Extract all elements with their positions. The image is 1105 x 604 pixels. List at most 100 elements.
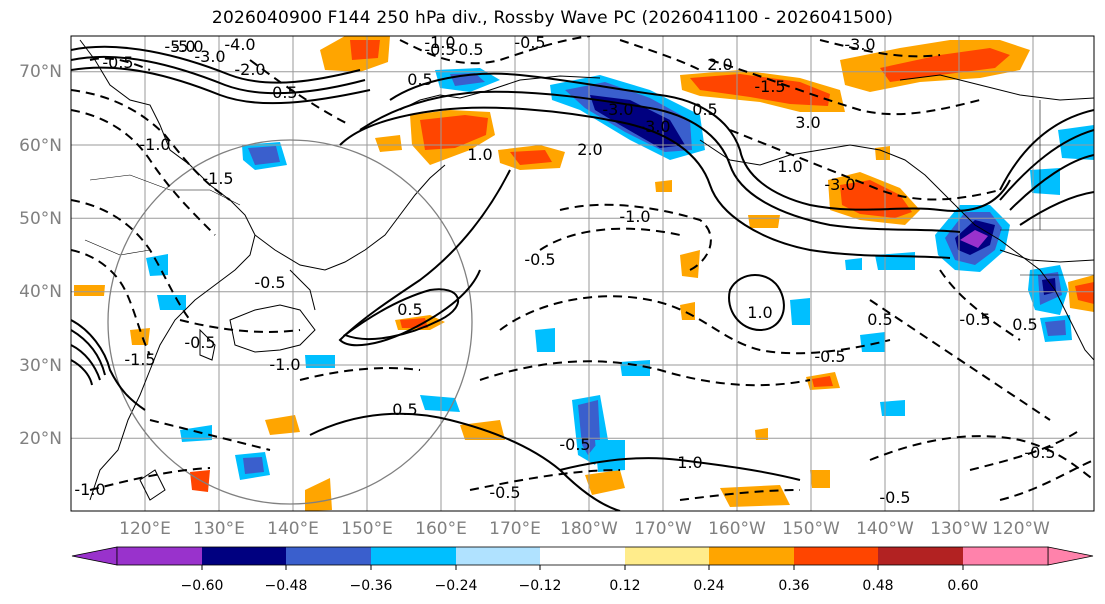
country-borders: [84, 100, 1094, 276]
contour-label: -1.5: [754, 77, 785, 96]
contour-label: -1.0: [269, 355, 300, 374]
colorbar-swatch: [540, 547, 625, 565]
colorbar-tick-label: −0.48: [265, 578, 308, 594]
colorbar-swatch: [117, 547, 202, 565]
colorbar-swatch: [371, 547, 456, 565]
contour-label: -0.5: [514, 33, 545, 52]
map-title: 2026040900 F144 250 hPa div., Rossby Wav…: [211, 8, 894, 28]
contour-label: -0.5: [266, 83, 297, 102]
contour-label: -0.5: [524, 250, 555, 269]
lon-label-120e: 120°E: [119, 519, 171, 539]
contour-label: -1.0: [619, 207, 650, 226]
lon-label-170w: 170°W: [634, 519, 692, 539]
contour-label: -0.5: [1024, 443, 1055, 462]
colorbar-tick-label: −0.60: [181, 578, 224, 594]
contour-label: -0.5: [814, 347, 845, 366]
lon-label-130w: 130°W: [930, 519, 988, 539]
colorbar-swatch: [963, 547, 1048, 565]
longitude-axis: 120°E 130°E 140°E 150°E 160°E 170°E 180°…: [119, 519, 1050, 539]
latitude-axis: 70°N 60°N 50°N 40°N 30°N 20°N: [19, 62, 62, 449]
contour-label: -3.0: [194, 47, 225, 66]
colorbar-swatch: [878, 547, 963, 565]
contour-label: -0.5: [254, 273, 285, 292]
colorbar-swatch: [202, 547, 286, 565]
contour-label: -1.5: [124, 350, 155, 369]
contour-label: -3.0: [602, 100, 633, 119]
lat-label-40: 40°N: [19, 282, 62, 302]
colorbar-swatch: [286, 547, 371, 565]
contour-label: 0.5: [1012, 315, 1037, 334]
contour-label: -0.5: [879, 488, 910, 507]
contour-label: -1.0: [424, 33, 455, 52]
contour-label: 2.0: [707, 55, 732, 74]
lon-label-140w: 140°W: [856, 519, 914, 539]
contour-label: 1.0: [777, 157, 802, 176]
contour-label: -0.5: [489, 483, 520, 502]
negative-contours: [71, 36, 1094, 501]
arrow-left-icon: [71, 546, 118, 566]
highlight-circle: [107, 139, 473, 505]
contour-label: 0.5: [407, 70, 432, 89]
lat-label-50: 50°N: [19, 209, 62, 229]
lon-label-130e: 130°E: [193, 519, 245, 539]
map-panel: [71, 36, 1094, 511]
contour-label: -1.0: [74, 480, 105, 499]
lon-label-160w: 160°W: [708, 519, 766, 539]
colorbar-swatch: [794, 547, 878, 565]
contour-label: -2.0: [234, 60, 265, 79]
contour-label: -3.0: [639, 117, 670, 136]
contour-label: -1.0: [139, 135, 170, 154]
contour-label: 1.0: [467, 145, 492, 164]
colorbar-tick-label: 0.12: [609, 578, 640, 594]
colorbar-tick-label: −0.12: [519, 578, 562, 594]
colorbar-swatch: [709, 547, 794, 565]
colorbar-tick-label: 0.48: [862, 578, 893, 594]
contour-label: 0.5: [692, 100, 717, 119]
colorbar-tick-label: 0.60: [947, 578, 978, 594]
lat-label-20: 20°N: [19, 429, 62, 449]
contour-label: 2.0: [577, 140, 602, 159]
colorbar-tick-label: −0.36: [350, 578, 393, 594]
colorbar-swatch: [456, 547, 540, 565]
contour-label: -0.5: [559, 435, 590, 454]
map-frame: [70, 35, 1095, 512]
lon-label-150w: 150°W: [782, 519, 840, 539]
lat-label-60: 60°N: [19, 136, 62, 156]
contour-label-group: -5.0 -4.0-3.0-2.0-1.5-1.0-0.5-0.5-0.5 -0.5…: [74, 33, 1055, 507]
contour-label: 0.5: [392, 400, 417, 419]
lon-label-150e: 150°E: [341, 519, 393, 539]
contour-label: -0.5: [102, 53, 133, 72]
contour-label: -0.5: [959, 310, 990, 329]
colorbar-tick-label: 0.24: [693, 578, 724, 594]
colorbar-tick-label: −0.24: [435, 578, 478, 594]
colorbar-swatch: [625, 547, 709, 565]
contour-label: -5.0: [164, 37, 195, 56]
colorbar-tick-label: 0.36: [778, 578, 809, 594]
contour-label: -1.5: [202, 169, 233, 188]
contour-label: -0.5: [424, 40, 455, 59]
lon-label-140e: 140°E: [267, 519, 319, 539]
lon-label-180w: 180°W: [560, 519, 618, 539]
contour-label: -0.5: [184, 333, 215, 352]
contour-label: 1.0: [677, 453, 702, 472]
contour-label: -0.5: [452, 40, 483, 59]
arrow-right-icon: [1047, 546, 1094, 566]
graticule: [71, 36, 1094, 511]
lat-label-30: 30°N: [19, 356, 62, 376]
lon-label-160e: 160°E: [415, 519, 467, 539]
contour-label: -5.0: [172, 37, 203, 56]
contour-label: -3.0: [824, 175, 855, 194]
contour-label: 3.0: [795, 113, 820, 132]
contour-label: -3.0: [844, 35, 875, 54]
lat-label-70: 70°N: [19, 62, 62, 82]
coastlines: [79, 39, 1094, 501]
contour-label: -4.0: [224, 35, 255, 54]
contour-label: 0.5: [397, 300, 422, 319]
positive-contours: [71, 45, 1094, 511]
lon-label-170e: 170°E: [489, 519, 541, 539]
contour-label: 0.5: [867, 310, 892, 329]
colorbar: −0.60 −0.48 −0.36 −0.24 −0.12 0.12 0.24 0.36 0.4…: [71, 546, 1094, 594]
contour-label: 1.0: [747, 303, 772, 322]
lon-label-120w: 120°W: [992, 519, 1050, 539]
